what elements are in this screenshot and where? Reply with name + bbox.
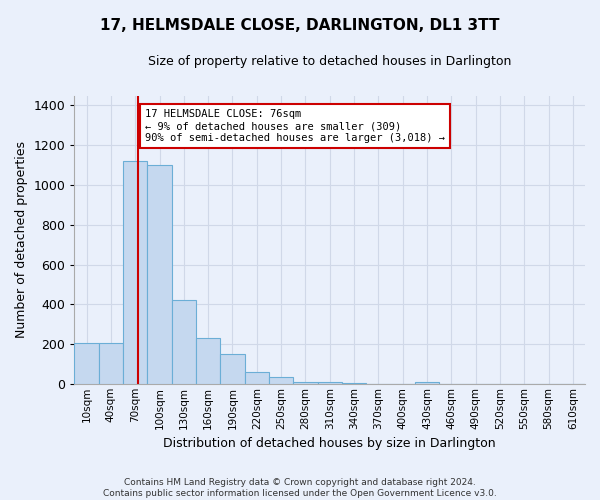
Text: 17 HELMSDALE CLOSE: 76sqm
← 9% of detached houses are smaller (309)
90% of semi-: 17 HELMSDALE CLOSE: 76sqm ← 9% of detach…: [145, 110, 445, 142]
Bar: [342, 383, 366, 384]
Bar: [196, 338, 220, 384]
Bar: [148, 165, 172, 384]
Bar: [293, 382, 317, 384]
Bar: [317, 382, 342, 384]
Y-axis label: Number of detached properties: Number of detached properties: [15, 141, 28, 338]
Bar: [269, 376, 293, 384]
Bar: [415, 382, 439, 384]
Title: Size of property relative to detached houses in Darlington: Size of property relative to detached ho…: [148, 55, 511, 68]
Text: 17, HELMSDALE CLOSE, DARLINGTON, DL1 3TT: 17, HELMSDALE CLOSE, DARLINGTON, DL1 3TT: [100, 18, 500, 32]
Bar: [172, 300, 196, 384]
Text: Contains HM Land Registry data © Crown copyright and database right 2024.
Contai: Contains HM Land Registry data © Crown c…: [103, 478, 497, 498]
Bar: [74, 342, 99, 384]
Bar: [245, 372, 269, 384]
X-axis label: Distribution of detached houses by size in Darlington: Distribution of detached houses by size …: [163, 437, 496, 450]
Bar: [99, 342, 123, 384]
Bar: [220, 354, 245, 384]
Bar: [123, 161, 148, 384]
